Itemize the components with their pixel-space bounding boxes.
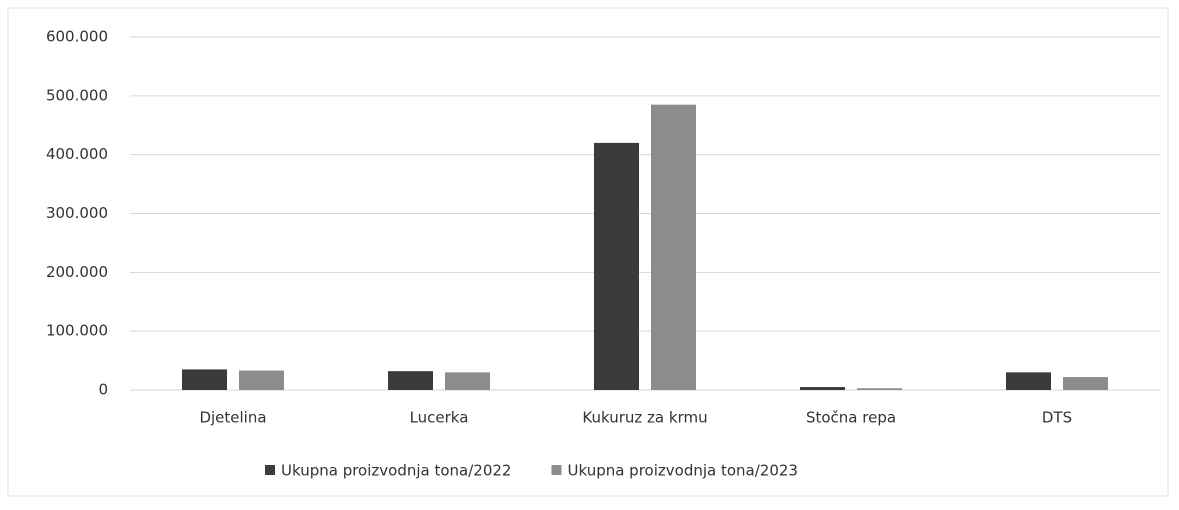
x-tick-label: Stočna repa (806, 409, 896, 427)
legend-swatch (265, 465, 275, 475)
x-tick-label: Djetelina (199, 409, 266, 427)
bar (445, 372, 490, 390)
bar (182, 369, 227, 390)
bar (800, 387, 845, 390)
bar (651, 104, 696, 391)
bar (594, 142, 639, 390)
y-tick-label: 400.000 (46, 145, 108, 163)
x-tick-label: DTS (1042, 409, 1072, 427)
legend-swatch (551, 465, 562, 475)
bar (239, 370, 284, 390)
y-tick-label: 200.000 (46, 263, 108, 281)
y-tick-label: 500.000 (46, 86, 108, 104)
y-tick-label: 300.000 (46, 204, 108, 222)
x-tick-label: Kukuruz za krmu (582, 409, 707, 427)
legend-label: Ukupna proizvodnja tona/2023 (567, 462, 797, 480)
legend-label: Ukupna proizvodnja tona/2022 (281, 462, 511, 480)
y-tick-label: 100.000 (46, 322, 108, 340)
chart-frame (7, 7, 1169, 497)
y-tick-label: 0 (98, 381, 108, 399)
bar (857, 388, 902, 390)
y-tick-label: 600.000 (46, 28, 108, 46)
bar (1006, 372, 1051, 390)
bar (388, 371, 433, 390)
x-tick-label: Lucerka (410, 409, 469, 427)
bar (1063, 377, 1108, 390)
